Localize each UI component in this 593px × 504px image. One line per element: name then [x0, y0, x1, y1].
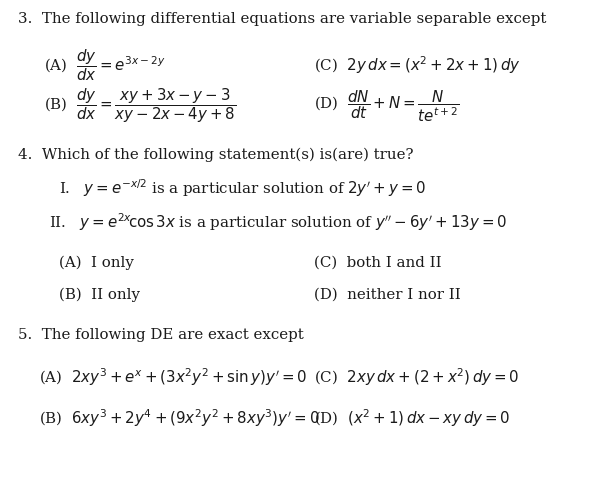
Text: I.   $y = e^{-x/2}$ is a particular solution of $2y' + y = 0$: I. $y = e^{-x/2}$ is a particular soluti…: [59, 177, 426, 200]
Text: (C)  $2xy\,dx + (2 + x^2)\,dy = 0$: (C) $2xy\,dx + (2 + x^2)\,dy = 0$: [314, 366, 519, 388]
Text: (A)  $2xy^3 + e^x + (3x^2y^2 + \sin y)y' = 0$: (A) $2xy^3 + e^x + (3x^2y^2 + \sin y)y' …: [39, 366, 307, 388]
Text: (B)  II only: (B) II only: [59, 288, 141, 302]
Text: II.   $y = e^{2x}\!\cos 3x$ is a particular solution of $y'' - 6y' + 13y = 0$: II. $y = e^{2x}\!\cos 3x$ is a particula…: [49, 211, 507, 233]
Text: (C)  both I and II: (C) both I and II: [314, 256, 442, 270]
Text: 4.  Which of the following statement(s) is(are) true?: 4. Which of the following statement(s) i…: [18, 148, 413, 162]
Text: (A)  $\dfrac{dy}{dx} = e^{3x-2y}$: (A) $\dfrac{dy}{dx} = e^{3x-2y}$: [44, 48, 166, 83]
Text: 3.  The following differential equations are variable separable except: 3. The following differential equations …: [18, 12, 546, 26]
Text: (D)  $(x^2 + 1)\,dx - xy\,dy = 0$: (D) $(x^2 + 1)\,dx - xy\,dy = 0$: [314, 407, 511, 429]
Text: (D)  $\dfrac{dN}{dt} + N = \dfrac{N}{te^{t+2}}$: (D) $\dfrac{dN}{dt} + N = \dfrac{N}{te^{…: [314, 88, 460, 123]
Text: (B)  $\dfrac{dy}{dx} = \dfrac{xy + 3x - y - 3}{xy - 2x - 4y + 8}$: (B) $\dfrac{dy}{dx} = \dfrac{xy + 3x - y…: [44, 87, 237, 125]
Text: (A)  I only: (A) I only: [59, 256, 134, 270]
Text: (B)  $6xy^3 + 2y^4 + (9x^2y^2 + 8xy^3)y' = 0$: (B) $6xy^3 + 2y^4 + (9x^2y^2 + 8xy^3)y' …: [39, 407, 319, 429]
Text: (D)  neither I nor II: (D) neither I nor II: [314, 288, 461, 302]
Text: 5.  The following DE are exact except: 5. The following DE are exact except: [18, 328, 304, 342]
Text: (C)  $2y\,dx = (x^2 + 2x + 1)\,dy$: (C) $2y\,dx = (x^2 + 2x + 1)\,dy$: [314, 54, 521, 77]
